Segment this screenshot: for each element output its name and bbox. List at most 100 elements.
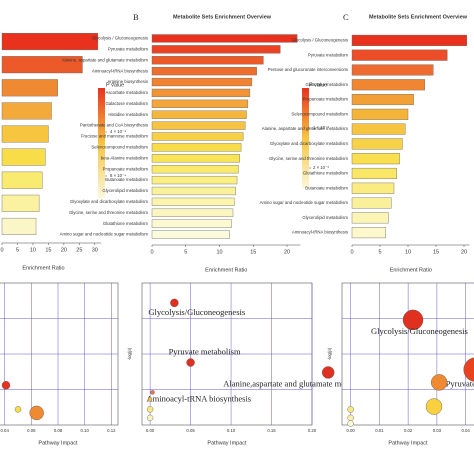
x-axis-label: Enrichment Ratio: [22, 265, 64, 271]
legend-title: P value: [106, 82, 124, 88]
category-label: Amino sugar and nucleotide sugar metabol…: [260, 200, 349, 205]
bar: [151, 132, 244, 141]
bar: [151, 186, 236, 196]
x-tick-label: 10: [216, 249, 222, 255]
category-label: Propanoate metabolism: [103, 166, 149, 171]
x-tick-label: 0.00: [146, 428, 155, 433]
x-tick-label: 10: [30, 247, 36, 253]
x-tick-label: 25: [76, 247, 82, 253]
category-label: Pentose and glucuronate interconversions: [268, 67, 348, 72]
bar: [351, 212, 389, 224]
category-label: Glutathione metabolism: [103, 221, 149, 226]
panel-letter: C: [343, 12, 349, 22]
bar: [151, 56, 264, 65]
bar: [351, 49, 448, 61]
bar: [1, 125, 49, 143]
bubble: [347, 420, 354, 427]
category-label: Propanoate metabolism: [303, 97, 349, 102]
panel-letter: B: [133, 12, 139, 22]
category-label: Pyruvate metabolism: [108, 46, 149, 51]
x-tick-label: 20: [61, 247, 67, 253]
x-tick-label: 5: [378, 249, 381, 255]
x-tick-label: 0.00: [346, 428, 355, 433]
category-label: Selenocompound metabolism: [91, 145, 148, 150]
bar: [1, 33, 99, 51]
point-label: Glycolysis/Gluconeogenesis: [371, 326, 468, 336]
x-tick-label: 0.03: [433, 428, 442, 433]
bar: [151, 110, 247, 119]
bubble: [14, 406, 22, 413]
bar: [151, 99, 249, 108]
x-tick-label: 0: [350, 249, 353, 255]
bubble: [186, 358, 195, 367]
x-tick-label: 0.10: [227, 428, 236, 433]
bubble: [425, 398, 443, 415]
x-tick-label: 0.01: [375, 428, 384, 433]
bar: [1, 56, 83, 74]
category-label: Glycolysis / Gluconeogenesis: [92, 36, 148, 41]
x-tick-label: 15: [433, 249, 439, 255]
category-label: beta-Alanine metabolism: [101, 155, 149, 160]
x-tick-label: 0.02: [404, 428, 413, 433]
x-tick-label: 10: [405, 249, 411, 255]
x-tick-label: 0.08: [54, 428, 63, 433]
x-tick-label: 20: [461, 249, 467, 255]
x-tick-label: 0.05: [186, 428, 195, 433]
bubble: [146, 406, 154, 413]
bar: [151, 197, 235, 206]
x-tick-label: 15: [250, 249, 256, 255]
chart-title: Metabolite Sets Enrichment Overview: [369, 14, 468, 20]
y-axis-label: -log(p): [327, 347, 332, 360]
x-axis-label: Enrichment Ratio: [390, 267, 432, 273]
x-tick-label: 0: [0, 247, 3, 253]
bar: [1, 217, 37, 235]
bar: [351, 138, 403, 150]
bubble: [463, 357, 474, 382]
bubble: [402, 309, 424, 331]
x-tick-label: 15: [45, 247, 51, 253]
colorbar: [98, 88, 105, 198]
bubble: [150, 390, 155, 395]
bar: [351, 182, 395, 194]
bar: [1, 171, 43, 189]
bubble: [430, 374, 448, 391]
y-axis-label: -log(p): [127, 347, 132, 360]
bar: [151, 230, 230, 239]
bubble: [347, 414, 354, 422]
category-label: Fructose and mannose metabolism: [81, 134, 149, 139]
point-label: Pyruvate metabolism: [169, 346, 241, 356]
category-label: Glycine, serine and threonine metabolism: [269, 156, 348, 161]
category-label: Glycerolipid metabolism: [102, 188, 148, 193]
category-label: Galactose metabolism: [305, 82, 348, 87]
category-label: Glutathione metabolism: [303, 171, 349, 176]
bar: [1, 148, 46, 166]
category-label: Glyoxylate and dicarboxylate metabolism: [70, 199, 149, 204]
x-tick-label: 0.06: [27, 428, 36, 433]
bubble: [347, 406, 354, 413]
category-label: Glyoxylate and dicarboxylate metabolism: [270, 141, 349, 146]
x-tick-label: 0.20: [308, 428, 317, 433]
bubble: [29, 405, 44, 421]
category-label: Glycerolipid metabolism: [302, 215, 348, 220]
legend-tick-label: 1 × 10⁻³: [313, 125, 329, 130]
x-tick-label: 0.10: [80, 428, 89, 433]
bar: [151, 219, 232, 228]
colorbar: [302, 88, 309, 188]
x-tick-label: 5: [184, 249, 187, 255]
x-tick-label: 0.15: [267, 428, 276, 433]
bar: [351, 108, 409, 120]
bubble: [146, 414, 154, 422]
bar: [151, 143, 242, 152]
category-label: Aminoacyl-tRNA biosynthesis: [292, 230, 348, 235]
legend-tick-label: 2 × 10⁻³: [313, 165, 329, 170]
bar: [151, 121, 246, 130]
point-label: Glycolysis/Gluconeogenesis: [148, 307, 245, 317]
bar: [151, 34, 298, 43]
legend-tick-label: 4 × 10⁻⁴: [110, 129, 126, 134]
bar: [151, 77, 253, 87]
category-label: Pyruvate metabolism: [308, 52, 349, 57]
bar: [351, 79, 426, 91]
bar: [1, 194, 40, 212]
bar: [151, 154, 240, 163]
category-label: Aminoacyl-tRNA biosynthesis: [92, 68, 148, 73]
